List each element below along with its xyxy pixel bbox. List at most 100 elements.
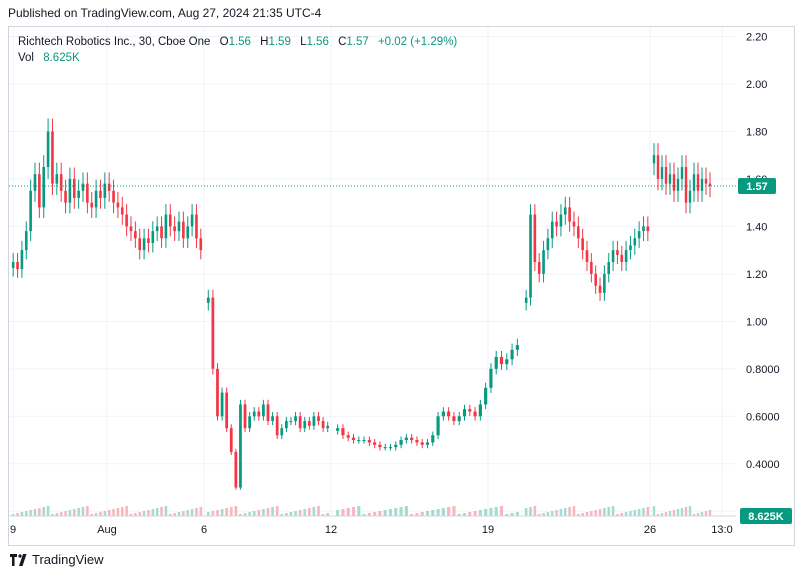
candle-body — [42, 167, 46, 208]
volume-value: 8.625K — [43, 52, 80, 64]
candle-body — [129, 226, 133, 232]
volume-bar — [177, 512, 181, 516]
volume-bar — [86, 506, 89, 516]
candle-body — [537, 262, 541, 274]
volume-bar — [33, 509, 37, 516]
candle-body — [29, 190, 32, 232]
candle-body — [321, 421, 325, 429]
volume-bar — [321, 514, 325, 516]
x-tick-label: 12 — [325, 524, 337, 536]
candle-body — [568, 207, 571, 222]
candle-body — [425, 442, 430, 445]
volume-bar — [42, 507, 46, 516]
candle-body — [112, 190, 115, 203]
x-tick-label: 13:0 — [711, 524, 732, 536]
last-price-badge — [738, 178, 776, 195]
candle-body — [199, 238, 203, 251]
candle-body — [11, 262, 15, 268]
volume-bar — [186, 510, 190, 516]
candle-body — [275, 416, 279, 436]
volume-bar — [452, 506, 456, 516]
volume-bar — [563, 508, 567, 516]
volume-bar — [611, 506, 615, 516]
volume-bar — [590, 511, 593, 516]
volume-bar — [112, 509, 115, 516]
volume-bar — [138, 512, 142, 516]
candle-body — [147, 238, 150, 244]
candle-body — [529, 214, 532, 298]
candle-body — [59, 174, 63, 191]
volume-bar — [266, 508, 270, 516]
volume-bar — [550, 511, 554, 516]
volume-bar — [271, 507, 274, 516]
candle-body — [559, 214, 563, 227]
volume-bar — [388, 509, 393, 516]
candle-body — [182, 221, 185, 239]
candle-body — [420, 442, 424, 445]
candle-body — [307, 421, 311, 426]
tradingview-footer[interactable]: TradingView — [10, 552, 104, 567]
candle-body — [415, 440, 419, 443]
volume-bar — [229, 507, 233, 516]
volume-bar — [660, 513, 664, 516]
candle-body — [155, 226, 159, 232]
volume-bar — [116, 508, 120, 516]
candle-body — [505, 359, 509, 365]
volume-bar — [529, 507, 532, 516]
candle-body — [341, 428, 345, 436]
volume-bar — [59, 512, 63, 516]
candle-body — [367, 440, 371, 443]
volume-bar — [704, 511, 708, 516]
open-value: 1.56 — [228, 36, 251, 48]
volume-bar — [473, 511, 477, 516]
candle-body — [394, 444, 398, 448]
candle-body — [303, 421, 307, 429]
volume-bar — [303, 509, 307, 516]
volume-bar — [394, 508, 398, 516]
candle-body — [151, 231, 155, 244]
candle-body — [220, 392, 224, 417]
candle-body — [94, 190, 98, 208]
low-value: 1.56 — [306, 36, 329, 48]
volume-bar — [20, 512, 24, 516]
volume-bar — [262, 509, 265, 516]
volume-bar — [708, 510, 712, 516]
candle-body — [168, 214, 172, 227]
volume-bar — [672, 510, 676, 516]
candle-body — [211, 297, 215, 369]
volume-bar — [317, 506, 320, 516]
y-tick-label: 2.20 — [746, 31, 767, 43]
volume-bar — [680, 508, 684, 516]
volume-bar — [524, 508, 528, 516]
volume-bar — [555, 510, 558, 516]
candle-body — [289, 421, 293, 423]
volume-bar — [243, 513, 247, 516]
volume-bar — [676, 509, 680, 516]
chart-frame[interactable] — [8, 26, 795, 546]
candle-body — [629, 245, 632, 251]
candle-body — [177, 221, 181, 232]
volume-bar — [346, 508, 350, 516]
volume-bar — [16, 513, 19, 516]
volume-bar — [546, 512, 550, 516]
candle-body — [692, 174, 696, 191]
candle-body — [294, 416, 297, 422]
volume-bar — [684, 507, 688, 516]
candle-body — [77, 190, 80, 198]
candle-body — [33, 174, 37, 191]
candle-body — [346, 435, 350, 438]
volume-bar — [568, 507, 571, 516]
volume-bar — [700, 512, 704, 516]
volume-bar — [410, 514, 414, 516]
volume-bar — [173, 513, 176, 516]
volume-bar — [120, 507, 124, 516]
candle-body — [90, 202, 94, 208]
y-tick-label: 1.40 — [746, 221, 767, 233]
volume-bar — [441, 508, 445, 516]
high-label: H — [260, 36, 269, 48]
candle-body — [86, 183, 89, 203]
chart-legend: Richtech Robotics Inc., 30, Cboe One O1.… — [18, 36, 457, 48]
volume-bar — [696, 513, 700, 516]
volume-bar — [505, 514, 509, 516]
